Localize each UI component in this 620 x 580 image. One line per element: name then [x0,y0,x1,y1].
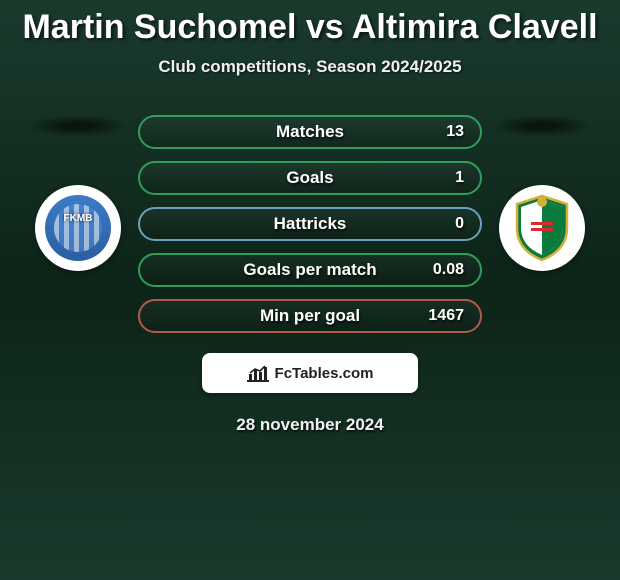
chart-icon [247,364,269,382]
stat-bar-mpg: Min per goal 1467 [138,299,482,333]
stat-bar-goals: Goals 1 [138,161,482,195]
badge-left-inner: FKMB [45,195,111,261]
badge-stripes [54,204,102,252]
stat-value: 1467 [428,307,464,325]
stat-label: Goals per match [243,260,376,280]
stat-value: 0.08 [433,261,464,279]
comparison-card: Martin Suchomel vs Altimira Clavell Club… [0,0,620,435]
left-team-col: FKMB [26,115,130,271]
subtitle: Club competitions, Season 2024/2025 [0,57,620,77]
stat-bar-hattricks: Hattricks 0 [138,207,482,241]
brand-box[interactable]: FcTables.com [202,353,418,393]
stat-bar-gpm: Goals per match 0.08 [138,253,482,287]
badge-right-inner [511,192,573,264]
badge-left-text: FKMB [64,213,93,224]
left-team-badge: FKMB [35,185,121,271]
stat-value: 0 [455,215,464,233]
stat-bar-matches: Matches 13 [138,115,482,149]
stat-label: Min per goal [260,306,360,326]
stat-label: Matches [276,122,344,142]
shield-icon [511,192,573,264]
stat-label: Hattricks [274,214,347,234]
stat-bars: Matches 13 Goals 1 Hattricks 0 Goals per… [138,115,482,333]
stats-area: FKMB Matches 13 Goals 1 Hattricks 0 Goal… [0,115,620,333]
stat-value: 1 [455,169,464,187]
right-team-col [490,115,594,271]
stat-label: Goals [286,168,333,188]
shadow-oval [28,115,128,137]
right-team-badge [499,185,585,271]
shadow-oval [492,115,592,137]
date-text: 28 november 2024 [0,415,620,435]
stat-value: 13 [446,123,464,141]
page-title: Martin Suchomel vs Altimira Clavell [0,8,620,47]
brand-text: FcTables.com [275,365,374,382]
